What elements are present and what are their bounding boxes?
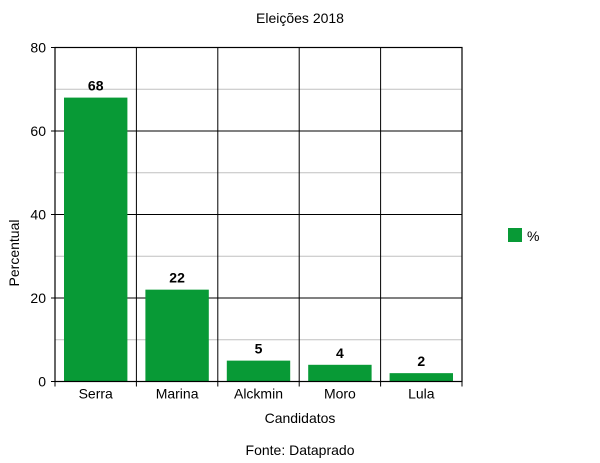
bar-moro — [308, 364, 372, 382]
data-labels: 68 22 5 4 2 — [88, 78, 425, 370]
bar-serra — [64, 97, 128, 382]
data-label-moro: 4 — [336, 345, 344, 361]
x-tick-label: Marina — [156, 386, 199, 402]
legend: % — [508, 228, 539, 244]
x-tick-label: Moro — [324, 386, 356, 402]
y-tick-label: 20 — [30, 290, 46, 306]
x-tick-label: Lula — [408, 386, 435, 402]
y-tick-label: 0 — [38, 374, 46, 390]
x-axis-label: Candidatos — [265, 410, 336, 426]
x-tick-label: Serra — [79, 386, 113, 402]
bar-marina — [145, 289, 209, 382]
legend-swatch — [508, 228, 522, 242]
y-tick-label: 40 — [30, 207, 46, 223]
source-note: Fonte: Dataprado — [246, 442, 355, 458]
data-label-alckmin: 5 — [255, 341, 263, 357]
bars — [64, 97, 453, 382]
x-axis-ticks: Serra Marina Alckmin Moro Lula — [54, 381, 463, 402]
data-label-lula: 2 — [417, 353, 425, 369]
bar-alckmin — [226, 360, 291, 382]
chart-title: Eleições 2018 — [256, 10, 344, 26]
x-tick-label: Alckmin — [234, 386, 283, 402]
legend-label: % — [527, 228, 539, 244]
bar-lula — [389, 373, 453, 382]
data-label-serra: 68 — [88, 78, 104, 94]
data-label-marina: 22 — [169, 270, 185, 286]
y-tick-label: 60 — [30, 123, 46, 139]
y-tick-label: 80 — [30, 40, 46, 56]
y-axis-ticks: 0 20 40 60 80 — [30, 40, 55, 390]
y-axis-label: Percentual — [6, 220, 22, 287]
